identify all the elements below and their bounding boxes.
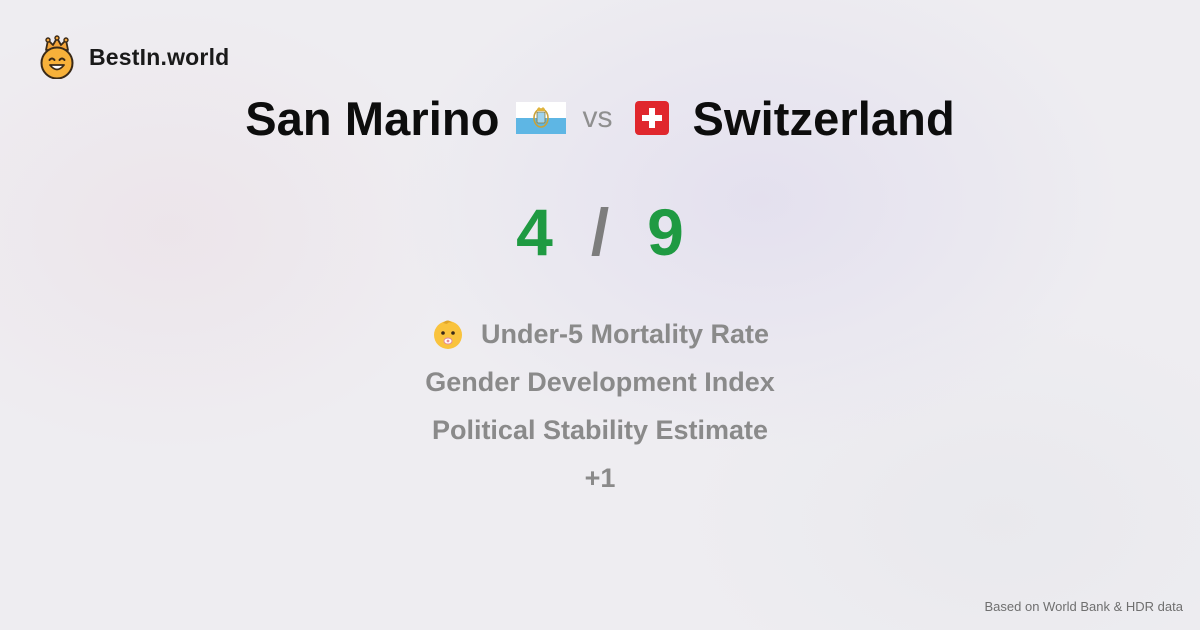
criteria-list: Under-5 Mortality Rate Gender Developmen… <box>0 310 1200 502</box>
left-country-name: San Marino <box>245 91 500 145</box>
comparison-title: San Marino vs Switzerland <box>0 86 1200 150</box>
switzerland-flag-icon <box>634 101 669 135</box>
criterion-item: Political Stability Estimate <box>0 406 1200 454</box>
criterion-label: Political Stability Estimate <box>431 414 769 445</box>
brand-name: BestIn.world <box>89 43 230 70</box>
right-country-name: Switzerland <box>692 91 955 145</box>
brand[interactable]: BestIn.world <box>38 35 230 79</box>
criterion-label: Gender Development Index <box>425 366 775 397</box>
san-marino-flag-icon <box>515 102 566 134</box>
criterion-more-label: +1 <box>584 462 616 493</box>
vs-label: vs <box>582 101 613 134</box>
baby-icon <box>433 320 462 349</box>
criterion-more: +1 <box>0 454 1200 502</box>
criterion-item: Under-5 Mortality Rate <box>0 310 1200 358</box>
right-score: 9 <box>647 195 684 269</box>
score-separator: / <box>590 195 610 269</box>
criterion-label: Under-5 Mortality Rate <box>480 318 770 349</box>
score: 4 / 9 <box>0 192 1200 272</box>
criterion-item: Gender Development Index <box>0 358 1200 406</box>
left-score: 4 <box>516 195 553 269</box>
data-source-note: Based on World Bank & HDR data <box>984 599 1183 614</box>
crowned-smiley-icon <box>40 35 74 79</box>
